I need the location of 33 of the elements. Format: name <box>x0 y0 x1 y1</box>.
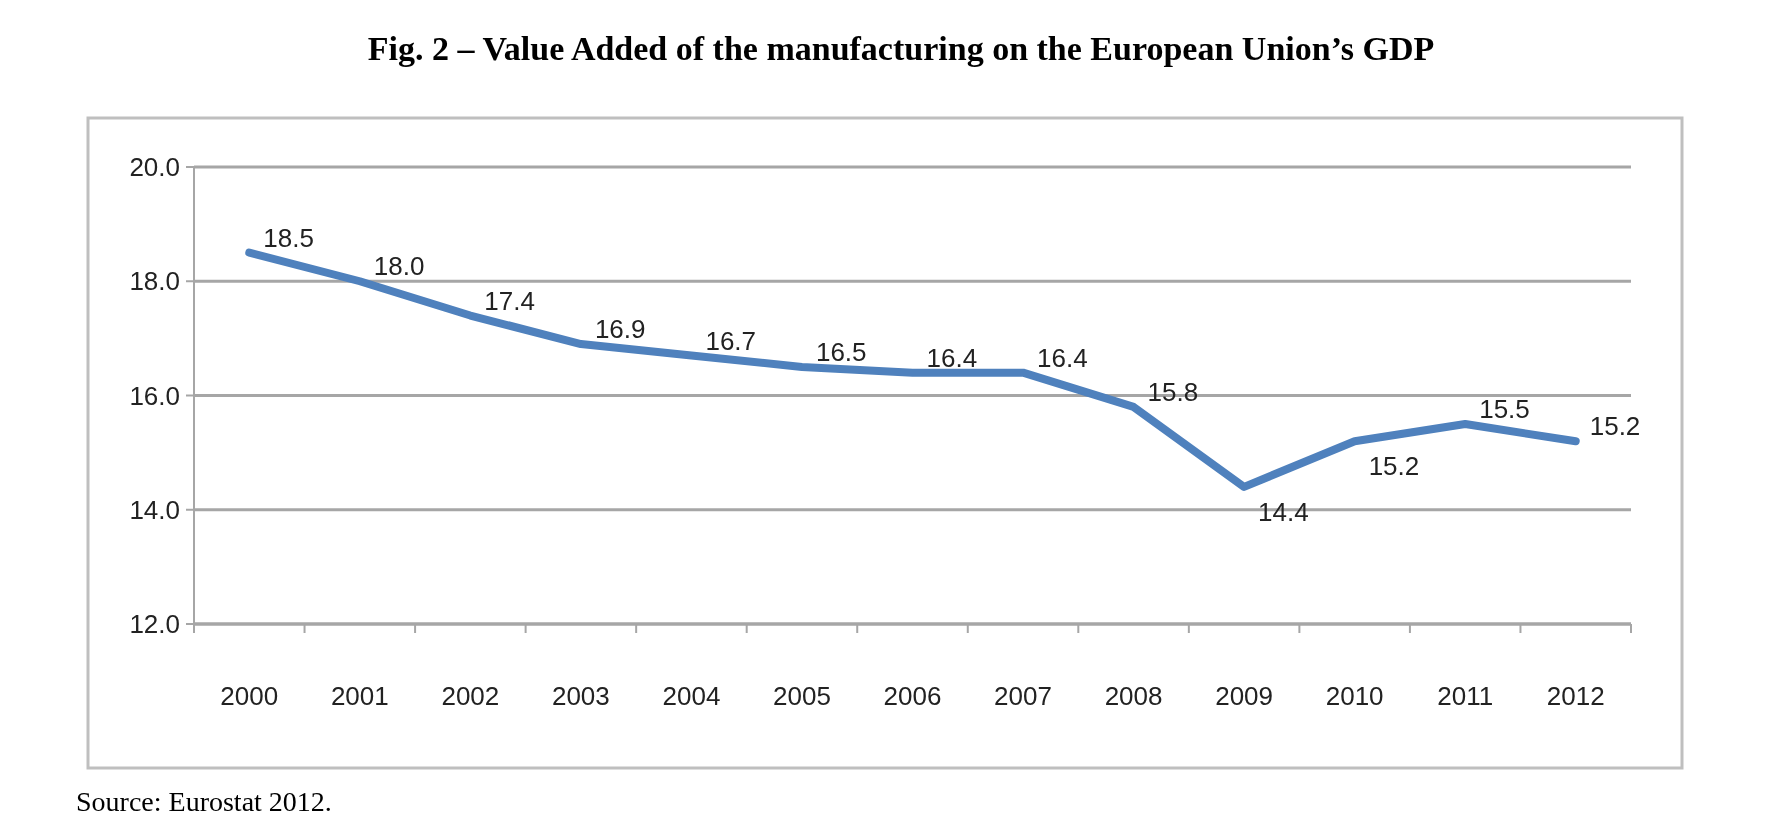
x-tick-label: 2012 <box>1546 681 1605 711</box>
data-label: 16.9 <box>594 314 646 345</box>
y-tick-label: 16.0 <box>129 380 180 411</box>
x-tick-label: 2007 <box>994 681 1052 711</box>
x-tick-label: 2004 <box>662 681 721 711</box>
x-tick-label: 2006 <box>883 681 942 711</box>
y-tick-label: 12.0 <box>129 609 180 640</box>
data-label: 16.4 <box>1037 342 1088 373</box>
x-tick-label: 2010 <box>1325 681 1384 711</box>
x-tick-label: 2008 <box>1104 681 1163 711</box>
data-label: 18.5 <box>263 222 314 253</box>
chart-title: Fig. 2 – Value Added of the manufacturing on the European Union’s GDP <box>367 30 1435 67</box>
x-tick-label: 2002 <box>441 681 500 711</box>
y-tick-label: 18.0 <box>129 266 180 297</box>
x-tick-label: 2005 <box>773 681 831 711</box>
y-tick-label: 20.0 <box>129 152 180 183</box>
source-note: Source: Eurostat 2012. <box>76 786 332 817</box>
data-label: 15.8 <box>1147 376 1199 407</box>
data-label: 15.5 <box>1479 394 1530 425</box>
x-tick-label: 2000 <box>220 681 279 711</box>
data-label: 17.4 <box>484 285 535 316</box>
y-tick-label: 14.0 <box>129 494 180 525</box>
x-tick-label: 2001 <box>330 681 389 711</box>
data-label: 16.5 <box>815 336 867 367</box>
data-label: 14.4 <box>1258 496 1309 527</box>
data-label: 16.7 <box>705 325 757 356</box>
data-label: 16.4 <box>926 342 978 373</box>
x-tick-label: 2011 <box>1437 681 1494 711</box>
x-tick-label: 2003 <box>551 681 610 711</box>
data-label: 15.2 <box>1589 411 1641 442</box>
data-label: 15.2 <box>1368 451 1420 482</box>
data-label: 18.0 <box>373 251 425 282</box>
x-tick-label: 2009 <box>1215 681 1274 711</box>
